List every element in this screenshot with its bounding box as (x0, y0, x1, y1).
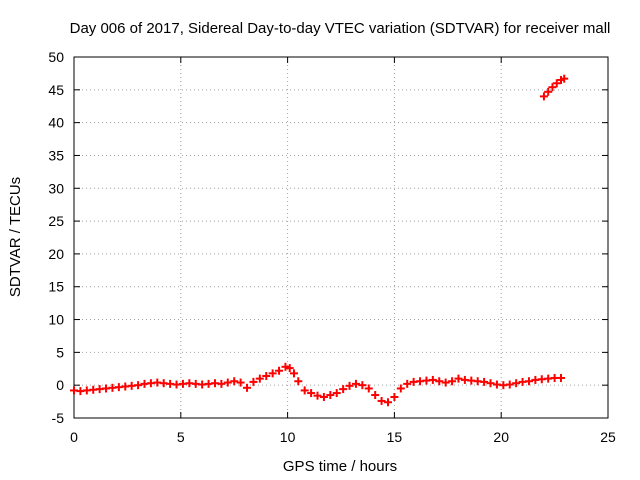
plot-frame (73, 56, 609, 419)
y-tick-label: 15 (48, 279, 64, 295)
data-point (505, 380, 514, 389)
data-point (262, 371, 271, 380)
data-point (326, 391, 335, 400)
data-point (428, 375, 437, 384)
data-point (358, 381, 367, 390)
y-tick-label: -5 (52, 410, 65, 426)
data-point (403, 379, 412, 388)
data-point (383, 398, 392, 407)
y-axis-label: SDTVAR / TECUs (7, 177, 24, 297)
data-point (290, 369, 299, 378)
x-tick-label: 25 (600, 429, 616, 445)
data-point (544, 87, 553, 96)
data-point (294, 377, 303, 386)
data-point (217, 379, 226, 388)
y-tick-label: 0 (56, 377, 64, 393)
data-point (371, 391, 380, 400)
x-tick-label: 15 (387, 429, 403, 445)
data-point (377, 396, 386, 405)
data-point (441, 378, 450, 387)
data-point (332, 389, 341, 398)
y-tick-label: 35 (48, 147, 64, 163)
y-tick-label: 20 (48, 246, 64, 262)
x-tick-label: 20 (493, 429, 509, 445)
y-tick-label: 25 (48, 213, 64, 229)
data-point (275, 366, 284, 375)
data-point (236, 378, 245, 387)
data-point (512, 379, 521, 388)
data-point (486, 379, 495, 388)
x-tick-label: 0 (70, 429, 78, 445)
axes: 0 5 10 15 20 25 -5 0 5 10 15 20 25 30 35 40 45 50 (48, 49, 616, 445)
y-tick-label: 40 (48, 115, 64, 131)
data-point (285, 364, 294, 373)
data-point (390, 392, 399, 401)
data-point (560, 74, 569, 83)
data-point (345, 381, 354, 390)
data-point (539, 92, 548, 101)
data-point (307, 389, 316, 398)
data-point (480, 377, 489, 386)
y-tick-label: 10 (48, 312, 64, 328)
data-point (454, 374, 463, 383)
data-point (364, 384, 373, 393)
data-points (70, 74, 569, 407)
data-point (351, 379, 360, 388)
data-point (243, 383, 252, 392)
data-point (268, 369, 277, 378)
data-point (435, 377, 444, 386)
data-point (557, 373, 566, 382)
data-point (249, 377, 258, 386)
data-point (255, 374, 264, 383)
data-point (300, 386, 309, 395)
data-point (134, 381, 143, 390)
grid (74, 57, 608, 418)
x-tick-label: 10 (280, 429, 296, 445)
x-tick-label: 5 (177, 429, 185, 445)
data-point (339, 385, 348, 394)
x-axis-label: GPS time / hours (283, 458, 397, 475)
data-point (548, 83, 557, 92)
y-tick-label: 30 (48, 180, 64, 196)
data-point (313, 391, 322, 400)
data-point (448, 377, 457, 386)
data-point (319, 392, 328, 401)
data-point (230, 377, 239, 386)
chart-title: Day 006 of 2017, Sidereal Day-to-day VTE… (70, 20, 611, 37)
data-point (281, 362, 290, 371)
data-point (396, 384, 405, 393)
data-point (524, 377, 533, 386)
y-tick-label: 5 (56, 344, 64, 360)
data-point (552, 79, 561, 88)
y-tick-label: 45 (48, 82, 64, 98)
y-tick-label: 50 (48, 49, 64, 65)
data-point (223, 378, 232, 387)
